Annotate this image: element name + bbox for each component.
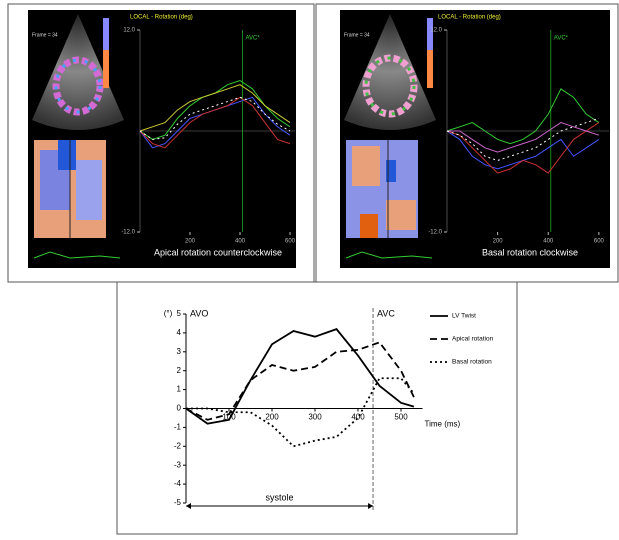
legend-label: LV Twist	[452, 313, 476, 320]
y-tick-label: -4	[174, 479, 182, 488]
panel-caption: Basal rotation clockwise	[482, 247, 578, 257]
marker-label: AVC*	[554, 36, 569, 42]
frame-label: Frame = 34	[32, 32, 58, 38]
y-tick-label: -1	[174, 423, 182, 432]
x-tick-label: 300	[308, 413, 322, 422]
x-tick-label: 200	[185, 239, 196, 245]
x-tick-label: 200	[265, 413, 279, 422]
panel-header: LOCAL - Rotation (deg)	[438, 15, 501, 21]
y-tick-label: 2	[177, 366, 182, 375]
marker-label: AVO	[190, 308, 208, 318]
x-tick-label: 600	[594, 239, 605, 245]
series-line	[446, 88, 600, 145]
series-line	[185, 328, 415, 425]
y-tick-label: 0	[177, 404, 182, 413]
series-line	[139, 96, 291, 140]
y-tick-label: -3	[174, 460, 182, 469]
x-axis-label: Time (ms)	[425, 420, 461, 429]
y-tick-label: -12.0	[428, 230, 442, 236]
series-line	[139, 96, 291, 149]
ultrasound-image	[32, 14, 124, 259]
marker-label: AVC	[377, 308, 395, 318]
y-tick-label: 3	[177, 347, 182, 356]
series-line	[186, 377, 415, 448]
panel-caption: Apical rotation counterclockwise	[154, 247, 282, 257]
series-line	[446, 117, 600, 161]
panel-header: LOCAL - Rotation (deg)	[130, 15, 193, 21]
x-tick-label: 400	[235, 239, 246, 245]
x-tick-label: 200	[493, 239, 504, 245]
series-line	[446, 122, 600, 174]
ultrasound-image	[344, 14, 436, 259]
y-tick-label: 5	[177, 309, 182, 318]
y-tick-label: -2	[174, 441, 182, 450]
marker-label: AVC*	[246, 36, 261, 42]
y-tick-label: 12.0	[123, 28, 135, 34]
x-tick-label: 600	[285, 239, 296, 245]
y-tick-label: 12.0	[430, 28, 442, 34]
frame-label: Frame = 34	[344, 32, 370, 38]
series-line	[139, 84, 291, 132]
y-tick-label: 1	[177, 385, 182, 394]
legend-label: Basal rotation	[452, 359, 492, 366]
series-line	[447, 122, 600, 153]
y-tick-label: -5	[174, 498, 182, 507]
x-tick-label: 400	[351, 413, 365, 422]
x-tick-label: 500	[394, 413, 408, 422]
x-tick-label: 400	[543, 239, 554, 245]
span-label: systole	[266, 492, 294, 502]
y-axis-label: (°)	[164, 309, 173, 318]
series-line	[185, 341, 415, 421]
y-tick-label: 4	[177, 328, 182, 337]
x-tick-label: 100	[222, 413, 236, 422]
y-tick-label: -12.0	[121, 230, 135, 236]
legend-label: Apical rotation	[452, 336, 494, 343]
